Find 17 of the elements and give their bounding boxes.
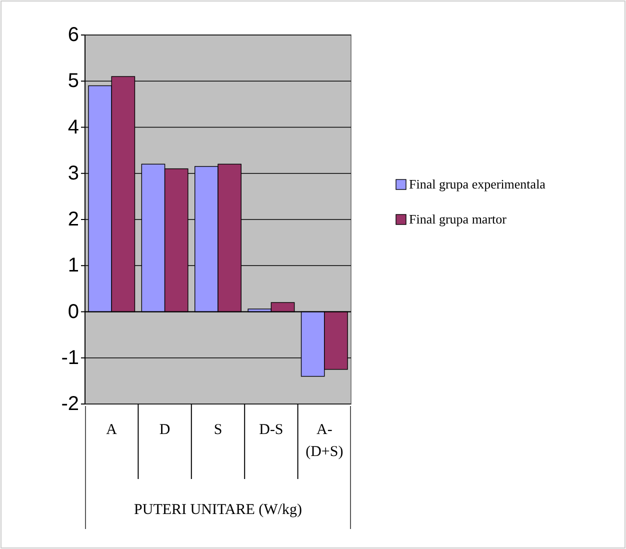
y-tick-label: 2 (68, 208, 79, 230)
x-tick-label: D (159, 422, 170, 438)
y-tick-label: 3 (68, 162, 79, 184)
legend-label: Final grupa martor (409, 212, 508, 226)
x-axis-title: PUTERI UNITARE (W/kg) (134, 502, 302, 518)
y-tick-label: 5 (68, 70, 79, 92)
x-tick-label: A-(D+S) (306, 422, 344, 460)
x-tick-label: S (214, 422, 222, 438)
x-tick-label: D-S (259, 422, 284, 438)
y-tick-label: -2 (61, 393, 79, 415)
y-tick-label: 4 (68, 116, 79, 138)
y-tick-label: 1 (68, 254, 79, 277)
y-tick-label: -1 (61, 346, 79, 369)
y-tick-label: 6 (68, 24, 79, 46)
x-tick-label: A (106, 422, 118, 438)
legend-label: Final grupa experimentala (409, 176, 546, 192)
y-tick-label: 0 (68, 300, 79, 323)
